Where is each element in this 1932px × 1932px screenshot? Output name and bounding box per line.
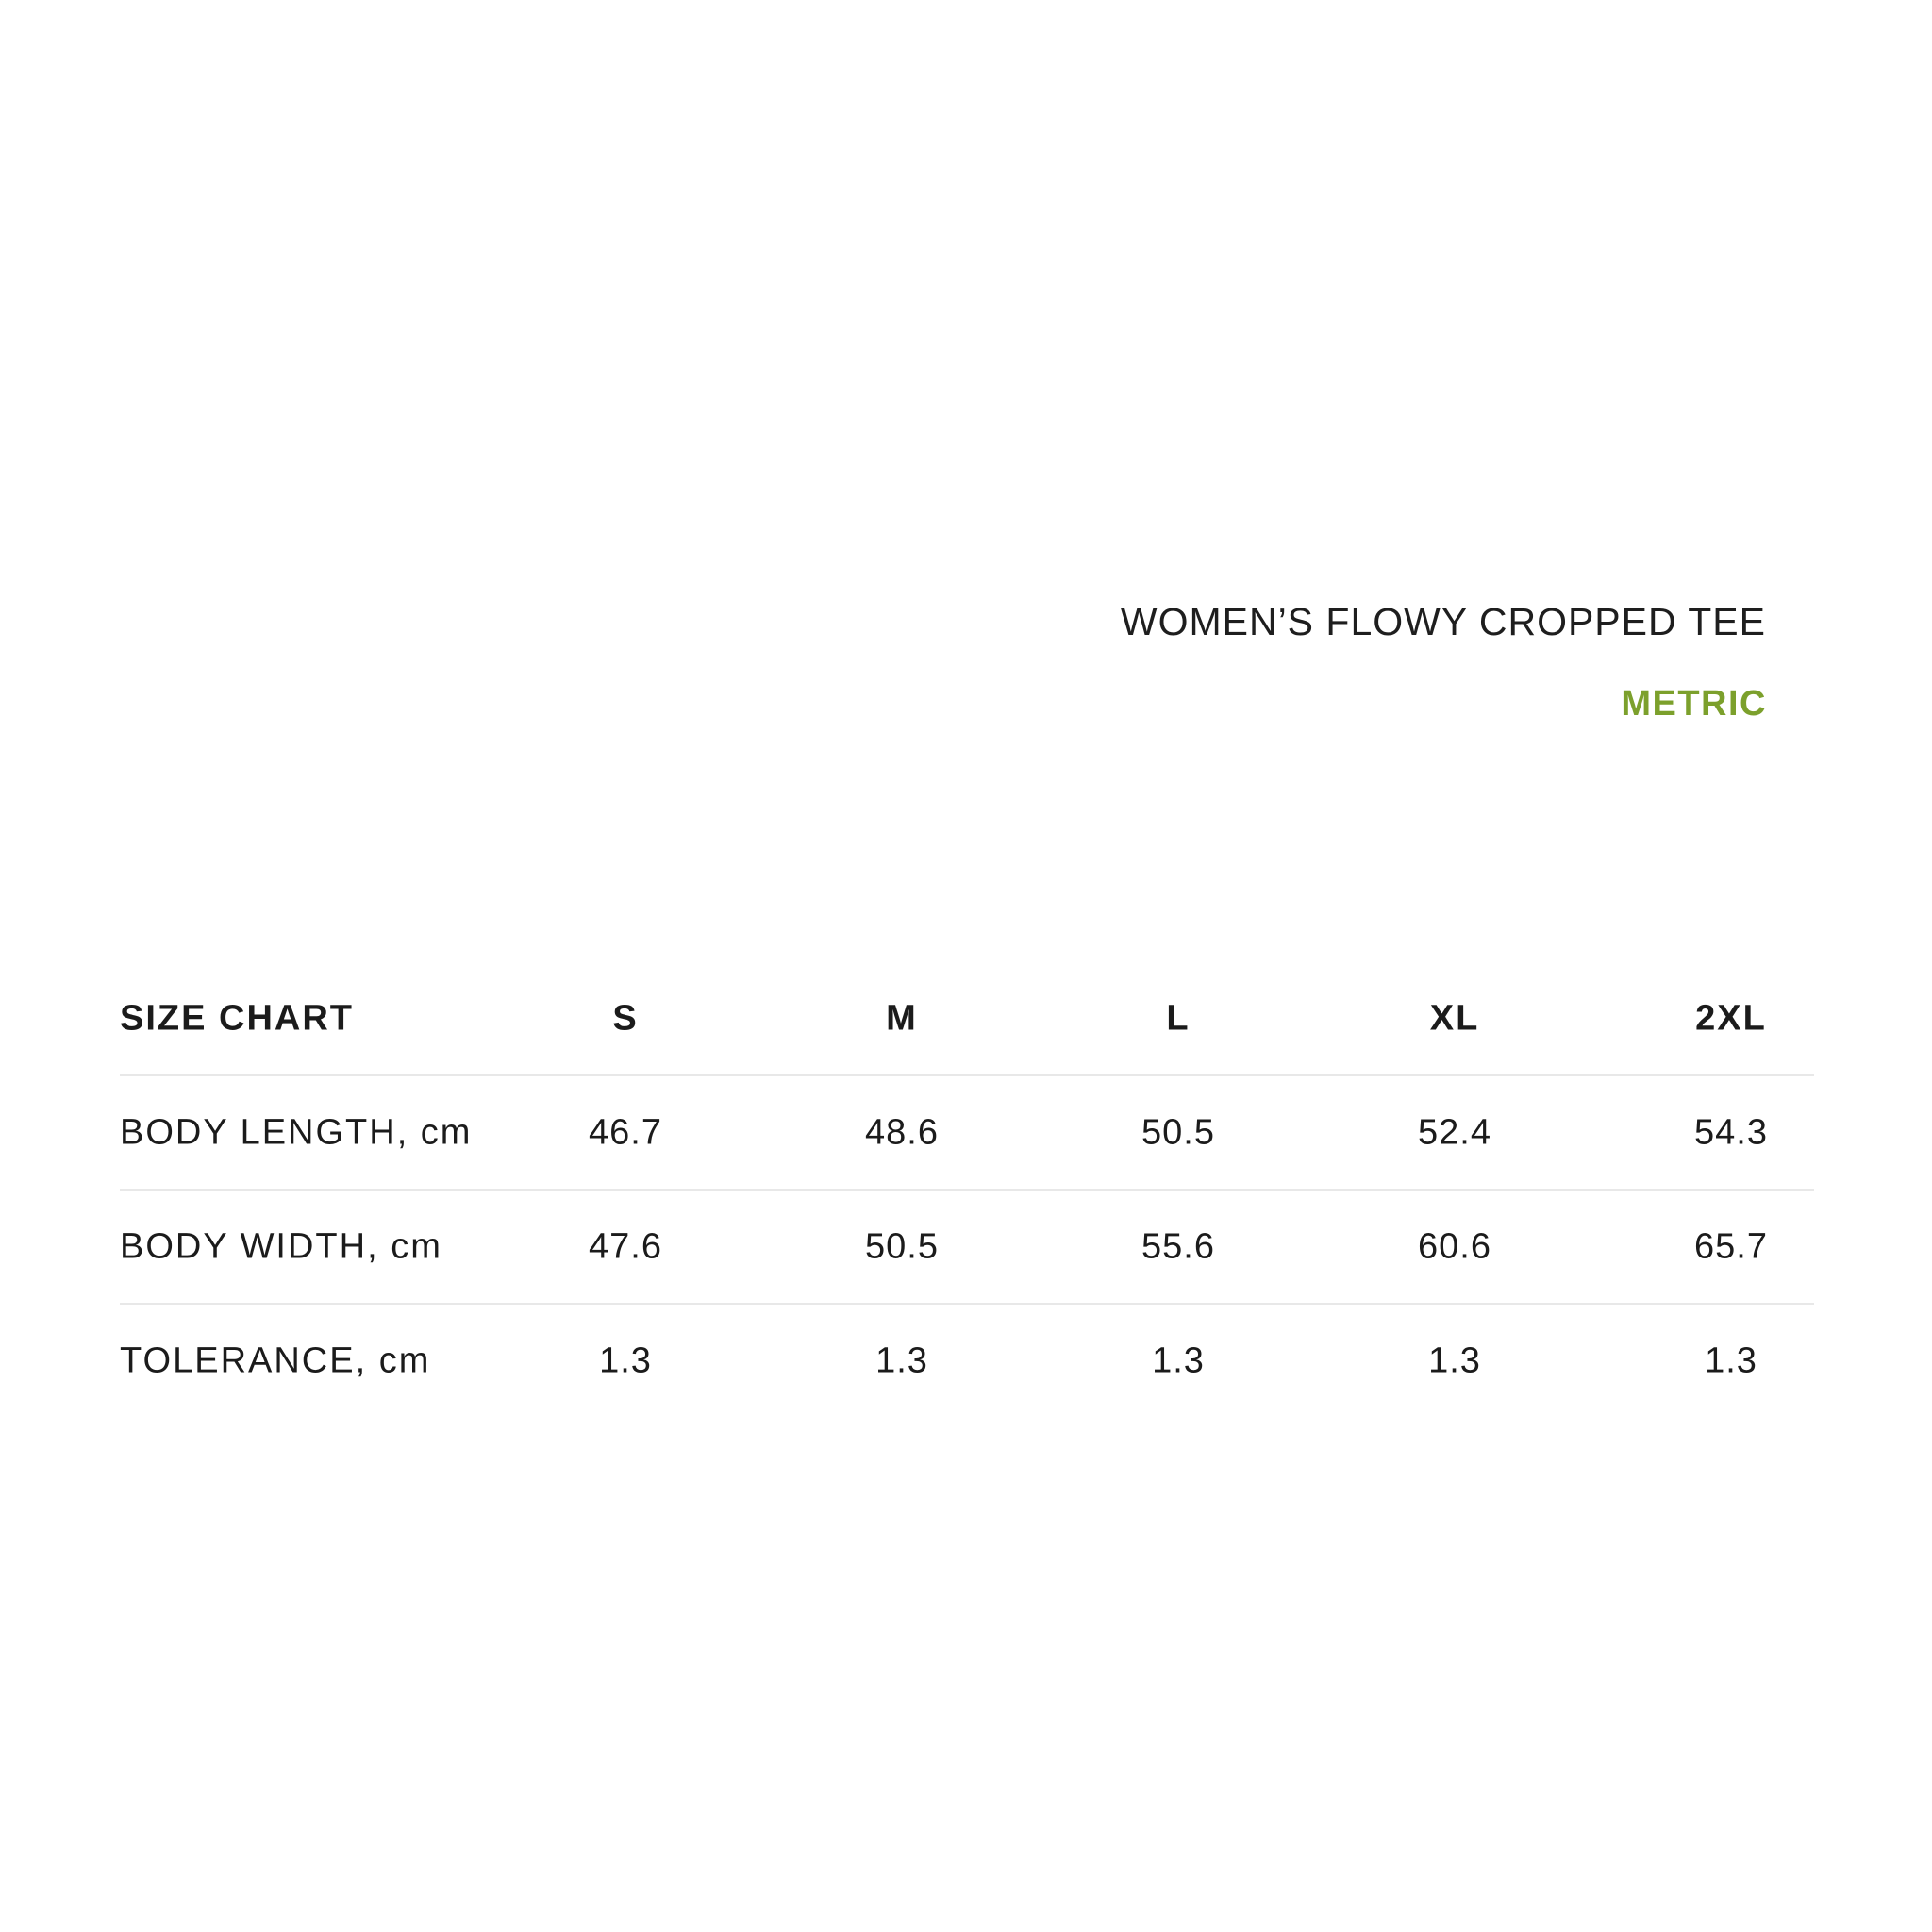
cell-body-width-l: 55.6 bbox=[1141, 1226, 1215, 1266]
cell-body-length-l: 50.5 bbox=[1141, 1112, 1215, 1152]
column-header-xl: XL bbox=[1429, 998, 1480, 1038]
cell-body-length-xl: 52.4 bbox=[1418, 1112, 1491, 1152]
size-chart-table: SIZE CHART S M L XL 2XL BODY LENGTH, cm … bbox=[120, 962, 1814, 1417]
row-label-body-length: BODY LENGTH, cm bbox=[120, 1112, 473, 1152]
unit-toggle-metric[interactable]: METRIC bbox=[1621, 684, 1767, 724]
table-row-tolerance: TOLERANCE, cm 1.3 1.3 1.3 1.3 1.3 bbox=[120, 1303, 1814, 1417]
table-title: SIZE CHART bbox=[120, 998, 354, 1038]
product-title: WOMEN’S FLOWY CROPPED TEE bbox=[1120, 600, 1766, 643]
cell-body-width-s: 47.6 bbox=[589, 1226, 662, 1266]
cell-tolerance-s: 1.3 bbox=[599, 1341, 652, 1380]
cell-body-width-xl: 60.6 bbox=[1418, 1226, 1491, 1266]
cell-tolerance-m: 1.3 bbox=[875, 1341, 928, 1380]
cell-tolerance-l: 1.3 bbox=[1152, 1341, 1205, 1380]
column-header-l: L bbox=[1166, 998, 1191, 1038]
cell-body-length-m: 48.6 bbox=[865, 1112, 939, 1152]
cell-body-length-2xl: 54.3 bbox=[1694, 1112, 1768, 1152]
cell-body-length-s: 46.7 bbox=[589, 1112, 662, 1152]
row-label-body-width: BODY WIDTH, cm bbox=[120, 1226, 442, 1266]
table-row-body-width: BODY WIDTH, cm 47.6 50.5 55.6 60.6 65.7 bbox=[120, 1189, 1814, 1303]
row-label-tolerance: TOLERANCE, cm bbox=[120, 1341, 431, 1380]
column-header-s: S bbox=[612, 998, 639, 1038]
cell-body-width-2xl: 65.7 bbox=[1694, 1226, 1768, 1266]
table-header-row: SIZE CHART S M L XL 2XL bbox=[120, 962, 1814, 1074]
table-row-body-length: BODY LENGTH, cm 46.7 48.6 50.5 52.4 54.3 bbox=[120, 1074, 1814, 1189]
column-header-m: M bbox=[886, 998, 918, 1038]
cell-tolerance-xl: 1.3 bbox=[1428, 1341, 1481, 1380]
column-header-2xl: 2XL bbox=[1695, 998, 1767, 1038]
cell-tolerance-2xl: 1.3 bbox=[1705, 1341, 1757, 1380]
cell-body-width-m: 50.5 bbox=[865, 1226, 939, 1266]
